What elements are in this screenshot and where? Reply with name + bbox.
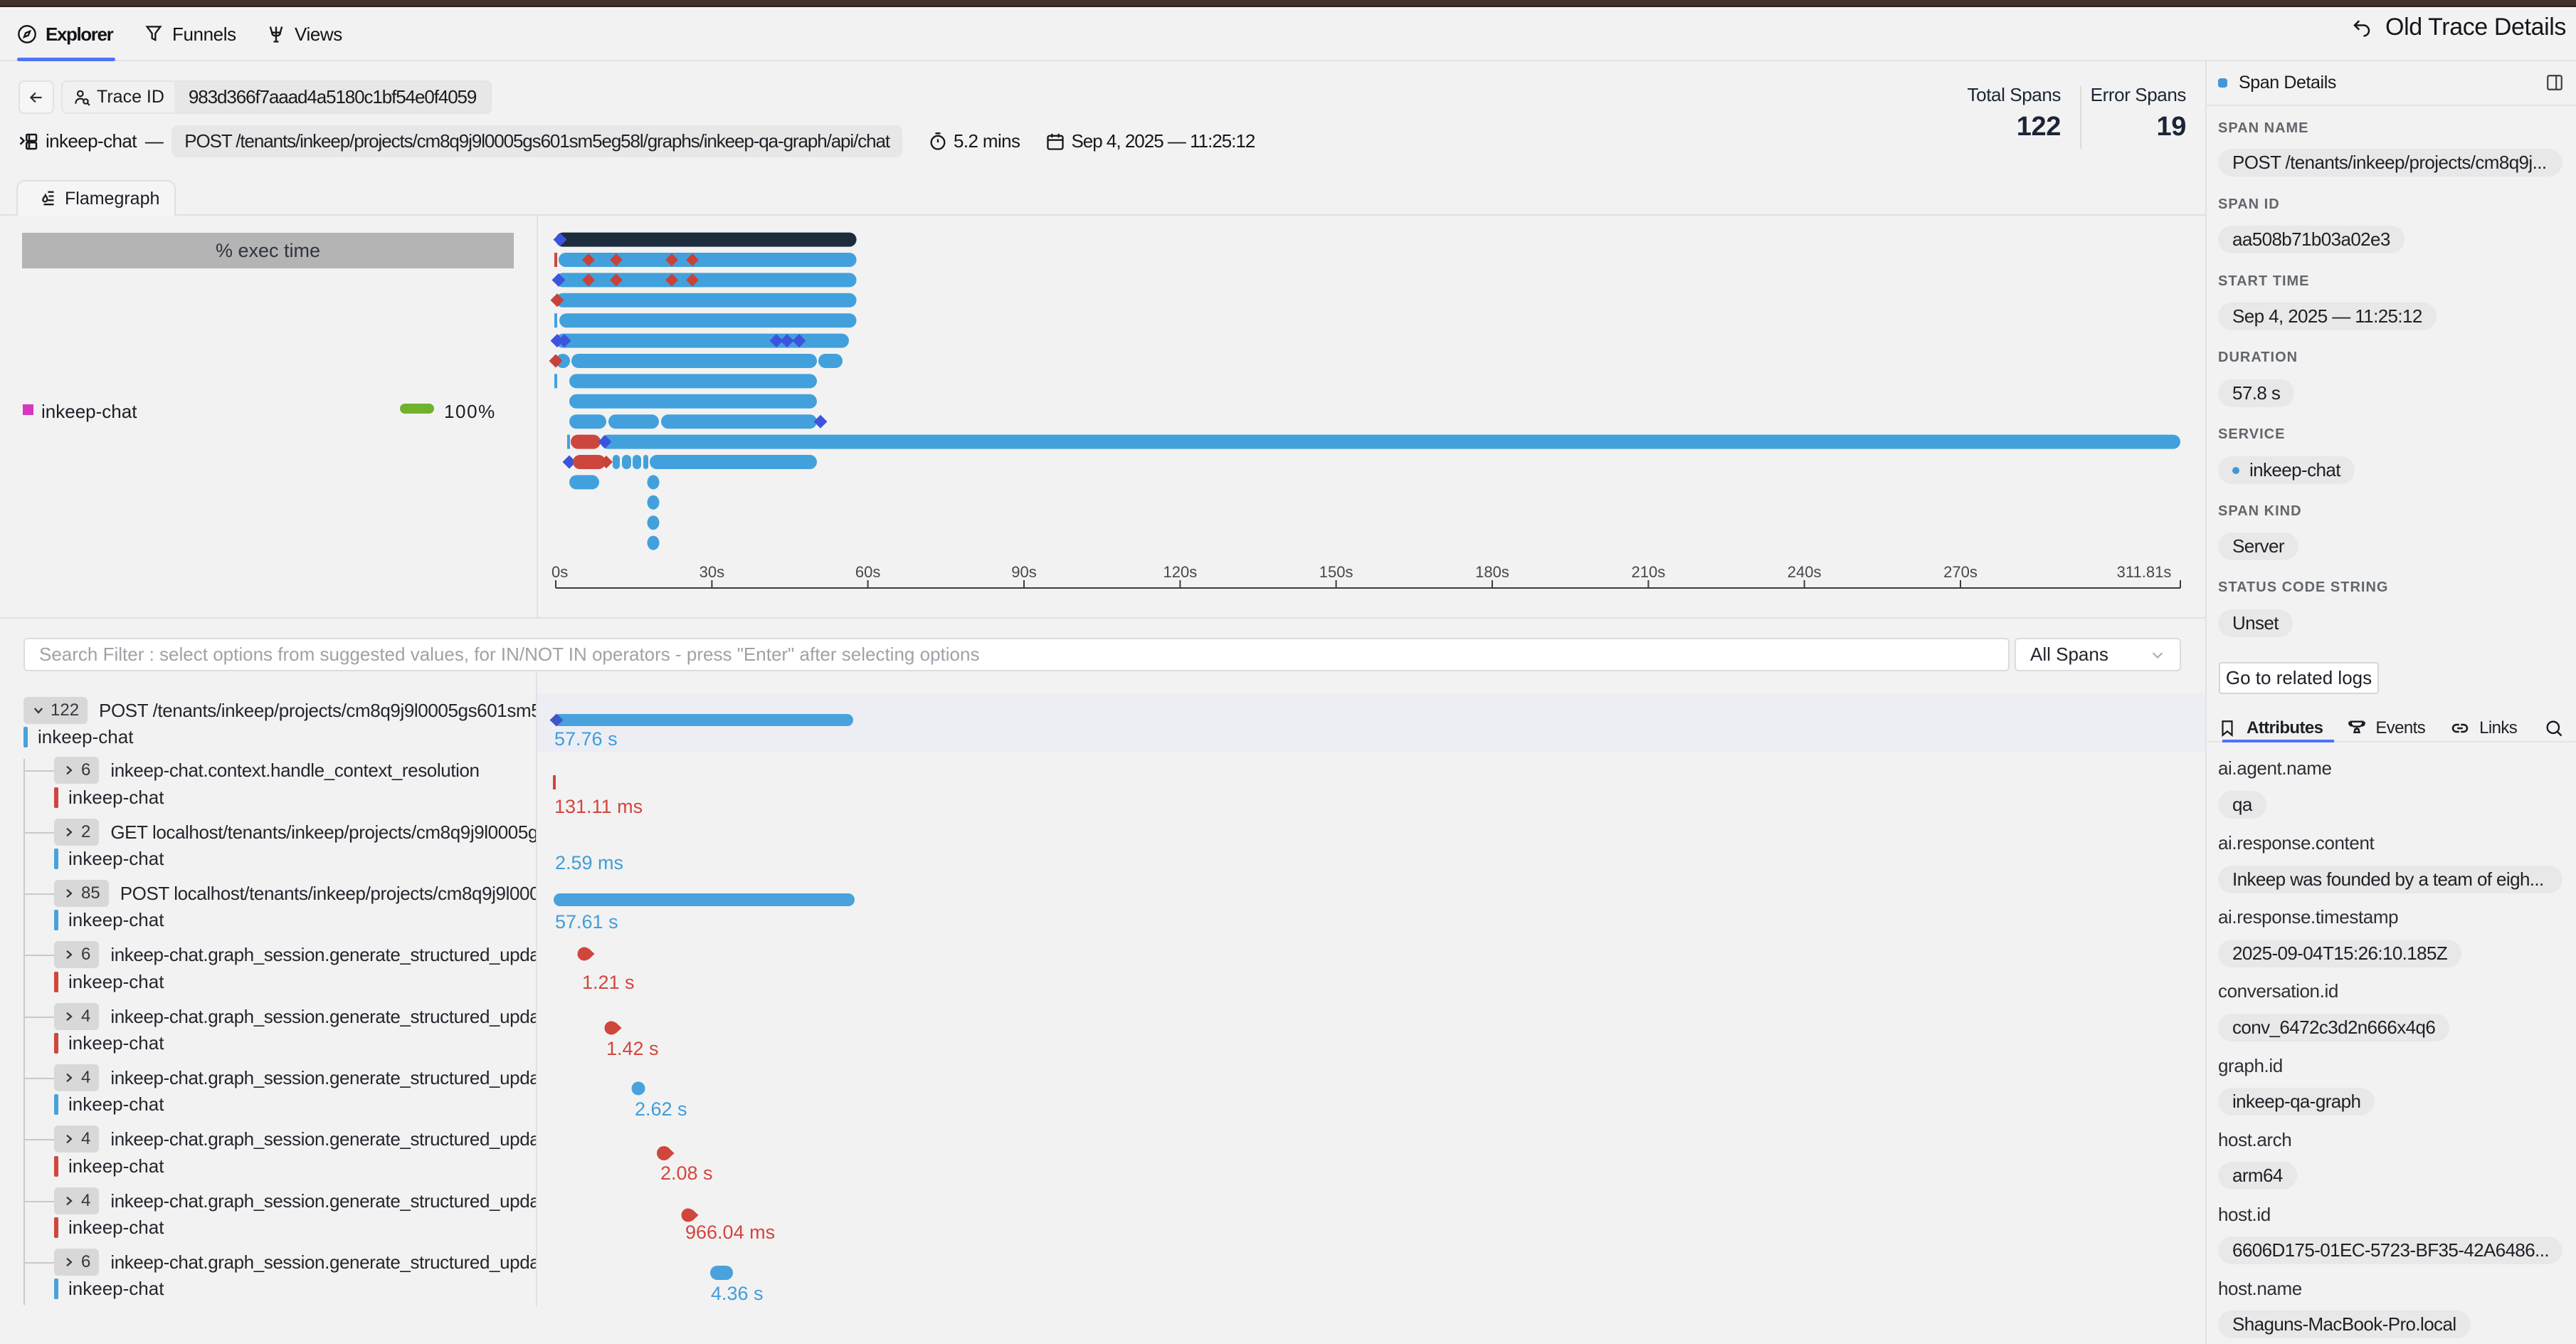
svg-text:966.04 ms: 966.04 ms: [685, 1222, 775, 1243]
svg-text:30s: 30s: [700, 563, 724, 581]
svg-text:57.61 s: 57.61 s: [555, 911, 618, 933]
svg-text:2.59 ms: 2.59 ms: [555, 852, 623, 873]
svg-text:4.36 s: 4.36 s: [711, 1283, 764, 1304]
svg-text:1.42 s: 1.42 s: [606, 1038, 659, 1059]
svg-text:1.21 s: 1.21 s: [582, 972, 635, 993]
svg-text:131.11 ms: 131.11 ms: [554, 796, 643, 817]
svg-text:2.08 s: 2.08 s: [660, 1162, 713, 1184]
svg-text:0s: 0s: [551, 563, 568, 581]
svg-text:2.62 s: 2.62 s: [635, 1098, 687, 1120]
svg-text:210s: 210s: [1632, 563, 1666, 581]
svg-text:60s: 60s: [855, 563, 880, 581]
svg-text:120s: 120s: [1163, 563, 1198, 581]
svg-text:270s: 270s: [1943, 563, 1978, 581]
svg-text:150s: 150s: [1319, 563, 1353, 581]
svg-text:180s: 180s: [1475, 563, 1509, 581]
svg-text:90s: 90s: [1011, 563, 1036, 581]
svg-text:311.81s: 311.81s: [2117, 563, 2172, 581]
svg-text:57.76 s: 57.76 s: [554, 728, 618, 750]
svg-text:240s: 240s: [1788, 563, 1822, 581]
